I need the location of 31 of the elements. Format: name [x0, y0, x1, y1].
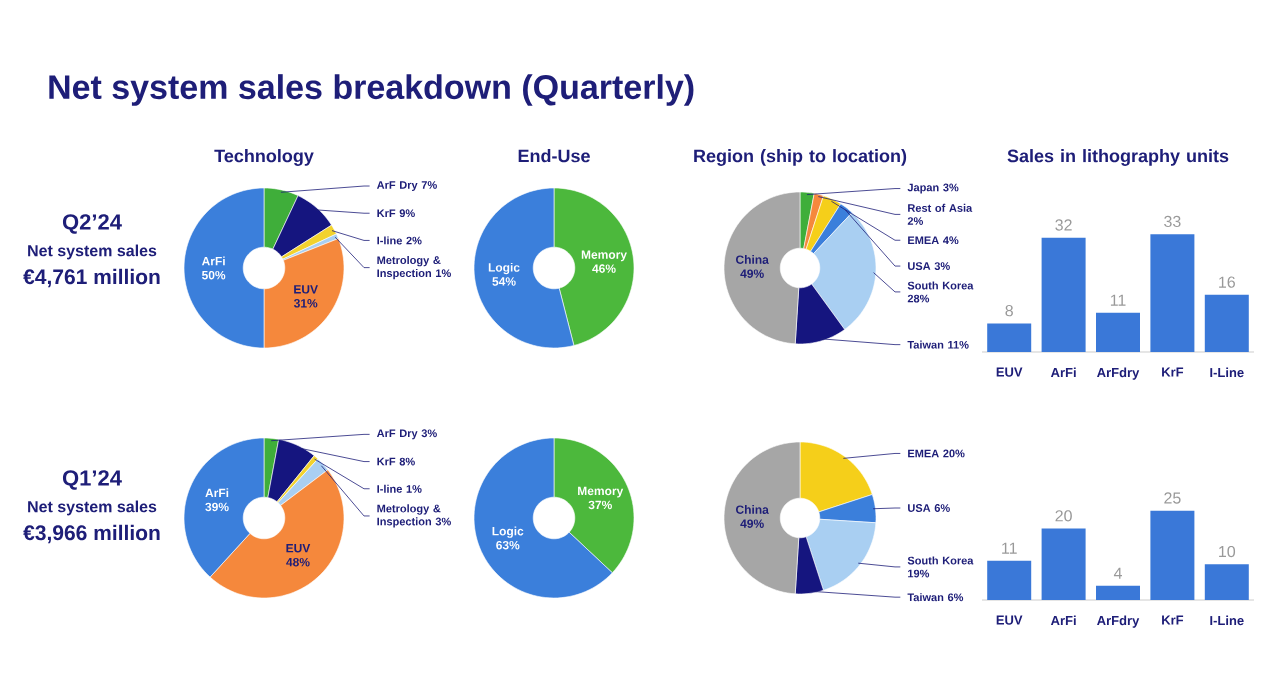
text: €3,966 million	[23, 524, 160, 544]
bar	[987, 560, 1032, 600]
data-label: 33	[1164, 215, 1181, 228]
text: Net system sales	[28, 500, 157, 516]
text: Q2’24	[62, 214, 122, 234]
data-label: 11	[1110, 294, 1126, 306]
text: Q1’24	[62, 470, 122, 490]
data-label: 4	[1113, 567, 1122, 579]
chart-title: Region (ship to location)	[694, 149, 907, 166]
bar	[1204, 294, 1249, 352]
data-label: 16	[1219, 276, 1235, 288]
data-label: 32	[1055, 219, 1072, 231]
bar	[1096, 585, 1140, 600]
bar	[1204, 564, 1249, 600]
text: Net system sales breakdown (Quarterly)	[49, 74, 694, 106]
data-label: 20	[1055, 510, 1072, 522]
bar	[1041, 528, 1086, 600]
text: €4,761 million	[23, 268, 160, 288]
bar	[1041, 237, 1086, 352]
bar	[1150, 510, 1195, 600]
data-label: 10	[1219, 545, 1236, 558]
data-label: 11	[1002, 542, 1017, 554]
chart-title: Sales in lithography units	[1007, 149, 1229, 166]
data-label: 25	[1164, 492, 1181, 504]
bar	[1150, 234, 1195, 352]
chart-title: End-Use	[518, 149, 590, 163]
bar	[987, 323, 1032, 352]
data-label: 8	[1005, 305, 1013, 317]
bar	[1096, 312, 1140, 352]
text: Net system sales	[28, 244, 157, 260]
chart-title: Technology	[214, 149, 314, 166]
